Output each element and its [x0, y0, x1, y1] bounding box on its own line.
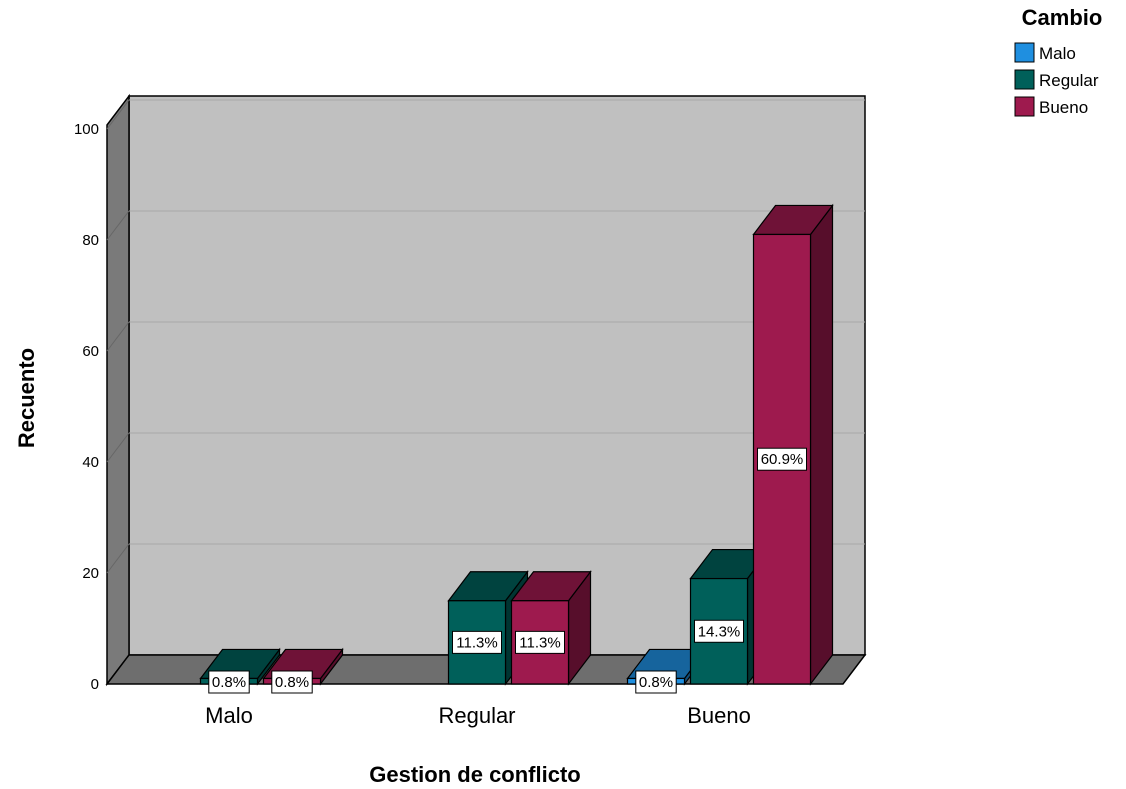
- left-wall: [106, 93, 130, 687]
- gridline-side: [106, 321, 130, 352]
- data-label: 14.3%: [694, 619, 744, 643]
- legend: Cambio Malo Regular Bueno: [1014, 5, 1103, 117]
- x-category-label: Bueno: [687, 703, 751, 728]
- data-label-box: [515, 630, 565, 654]
- data-label-text: 60.9%: [761, 451, 804, 468]
- data-label-box: [635, 670, 677, 694]
- data-label-text: 0.8%: [275, 674, 309, 691]
- legend-swatch: [1014, 69, 1035, 90]
- data-label-text: 11.3%: [456, 634, 497, 651]
- data-label-text: 14.3%: [698, 623, 741, 640]
- data-label-box: [757, 447, 807, 471]
- y-axis-ticks: 0 20 40 60 80 100: [74, 121, 99, 693]
- data-label-box: [452, 630, 502, 654]
- bar-side: [809, 203, 834, 686]
- gridline-side: [106, 432, 130, 463]
- y-tick-label: 40: [82, 454, 99, 471]
- legend-title: Cambio: [1022, 5, 1103, 30]
- data-labels: 0.8% 0.8% 11.3% 11.3% 0.8% 14.3% 60.9%: [208, 447, 807, 694]
- gridline-side: [106, 543, 130, 574]
- gridline-side: [106, 99, 130, 130]
- data-label-text: 0.8%: [639, 674, 673, 691]
- data-label-text: 11.3%: [519, 634, 560, 651]
- data-label: 0.8%: [635, 670, 677, 694]
- y-axis-title: Recuento: [14, 348, 39, 448]
- legend-item-regular: Regular: [1014, 69, 1099, 90]
- data-label: 0.8%: [271, 670, 313, 694]
- legend-label: Bueno: [1039, 98, 1088, 117]
- data-label-text: 0.8%: [212, 674, 246, 691]
- y-tick-label: 80: [82, 232, 99, 249]
- data-label-box: [271, 670, 313, 694]
- legend-label: Malo: [1039, 44, 1076, 63]
- x-axis-categories: Malo Regular Bueno: [205, 703, 751, 728]
- data-label: 11.3%: [452, 630, 502, 654]
- legend-item-bueno: Bueno: [1014, 96, 1088, 117]
- data-label: 0.8%: [208, 670, 250, 694]
- data-label-box: [208, 670, 250, 694]
- y-tick-label: 100: [74, 121, 99, 138]
- legend-label: Regular: [1039, 71, 1099, 90]
- legend-swatch: [1014, 42, 1035, 63]
- data-label-box: [694, 619, 744, 643]
- bar-bueno-bueno: [752, 203, 834, 686]
- data-label: 60.9%: [757, 447, 807, 471]
- legend-item-malo: Malo: [1014, 42, 1076, 63]
- y-tick-label: 60: [82, 343, 99, 360]
- bar-bueno-regular: [510, 569, 592, 686]
- x-category-label: Malo: [205, 703, 253, 728]
- x-category-label: Regular: [438, 703, 515, 728]
- legend-swatch: [1014, 96, 1035, 117]
- data-label: 11.3%: [515, 630, 565, 654]
- gridline-side: [106, 210, 130, 241]
- y-tick-label: 20: [82, 565, 99, 582]
- gridlines: [106, 99, 865, 574]
- x-axis-title: Gestion de conflicto: [369, 762, 580, 787]
- y-tick-label: 0: [91, 676, 99, 693]
